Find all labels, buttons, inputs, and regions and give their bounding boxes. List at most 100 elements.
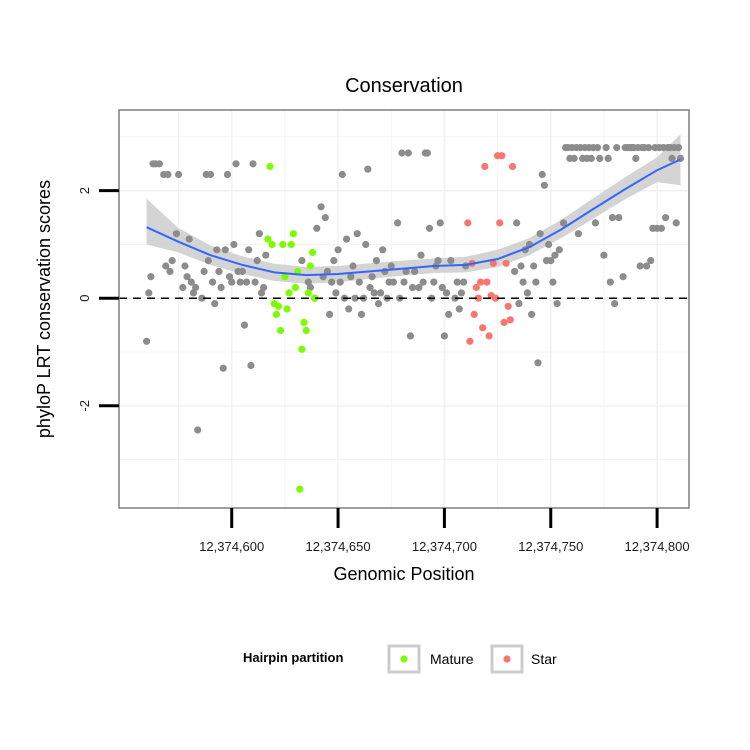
data-point-other: [570, 154, 578, 162]
data-point-mature: [264, 235, 272, 243]
data-point-other: [387, 262, 395, 270]
data-point-other: [313, 224, 321, 232]
data-point-other: [347, 273, 355, 281]
data-point-other: [247, 361, 255, 370]
data-point-mature: [277, 326, 285, 335]
legend-marker-star: [503, 655, 511, 663]
data-point-other: [445, 310, 453, 318]
data-point-other: [217, 283, 225, 292]
data-point-other: [374, 300, 383, 308]
data-point-other: [326, 310, 334, 318]
data-point-other: [400, 278, 408, 286]
data-point-other: [615, 214, 623, 222]
data-point-mature: [302, 326, 310, 335]
data-point-other: [232, 160, 240, 168]
data-point-other: [613, 144, 621, 152]
data-point-other: [593, 144, 602, 152]
data-point-other: [198, 294, 206, 302]
data-point-other: [632, 154, 640, 162]
data-point-other: [204, 257, 212, 265]
data-point-other: [438, 283, 446, 292]
data-point-other: [353, 230, 361, 238]
legend-item-mature: Mature: [387, 644, 474, 674]
data-point-other: [545, 240, 553, 249]
data-point-other: [419, 278, 427, 286]
data-point-other: [611, 300, 619, 308]
data-point-other: [226, 273, 234, 281]
y-tick-label: -2: [77, 400, 92, 412]
panel-border: [118, 109, 690, 509]
data-point-other: [370, 289, 378, 297]
data-point-other: [200, 267, 208, 275]
data-point-other: [249, 160, 257, 168]
data-point-star: [477, 278, 485, 286]
data-point-other: [425, 224, 434, 232]
legend-item-star: Star: [490, 644, 557, 674]
data-point-other: [600, 251, 608, 259]
y-tick-label: 0: [77, 295, 92, 302]
data-point-other: [408, 283, 417, 292]
data-point-other: [179, 283, 187, 292]
data-point-star: [496, 219, 504, 227]
data-point-other: [423, 149, 431, 157]
data-point-other: [619, 273, 627, 281]
data-point-other: [549, 278, 557, 286]
data-point-star: [481, 162, 489, 171]
x-tick-label: 12,374,800: [625, 539, 690, 554]
data-point-other: [330, 257, 338, 265]
data-point-other: [206, 170, 215, 179]
data-point-other: [240, 321, 249, 329]
data-point-other: [377, 289, 385, 297]
data-point-other: [253, 257, 261, 265]
data-point-other: [243, 278, 251, 286]
data-point-other: [447, 257, 455, 265]
data-point-other: [662, 214, 670, 222]
data-point-other: [672, 219, 680, 227]
data-point-other: [657, 224, 666, 232]
data-point-star: [498, 152, 506, 160]
data-point-other: [551, 251, 559, 259]
data-point-other: [189, 289, 197, 297]
data-point-other: [351, 294, 359, 302]
data-point-other: [223, 170, 232, 179]
data-point-other: [194, 426, 202, 434]
data-point-other: [608, 214, 617, 222]
data-point-other: [332, 289, 340, 297]
data-point-other: [362, 240, 370, 249]
data-point-mature: [272, 310, 280, 318]
data-point-other: [604, 154, 612, 162]
data-point-other: [457, 289, 465, 297]
data-point-other: [402, 267, 410, 275]
data-point-other: [251, 278, 259, 286]
data-point-other: [145, 289, 153, 297]
data-point-other: [357, 310, 366, 318]
data-point-other: [596, 154, 604, 162]
data-point-mature: [311, 294, 319, 302]
data-point-mature: [283, 305, 291, 313]
x-tick-label: 12,374,650: [306, 539, 371, 554]
data-point-other: [262, 251, 270, 259]
data-point-other: [528, 310, 536, 318]
data-point-other: [587, 154, 595, 162]
x-axis: 12,374,600 12,374,650 12,374,700 12,374,750…: [199, 508, 690, 554]
data-point-star: [506, 316, 514, 324]
data-point-other: [209, 278, 217, 286]
points-layer: [143, 144, 685, 493]
data-point-other: [574, 230, 583, 238]
data-point-other: [645, 144, 653, 152]
y-tick-label: 2: [77, 187, 92, 194]
data-point-star: [479, 324, 487, 332]
data-point-mature: [298, 345, 306, 353]
data-point-other: [187, 278, 195, 286]
legend-label-star: Star: [531, 651, 557, 667]
x-tick-label: 12,374,700: [412, 539, 477, 554]
data-point-other: [298, 257, 306, 265]
data-point-other: [517, 262, 525, 270]
data-point-mature: [281, 273, 289, 281]
data-point-other: [260, 283, 268, 292]
data-point-other: [215, 267, 223, 275]
data-point-other: [372, 257, 380, 265]
data-point-other: [143, 337, 151, 345]
data-point-other: [321, 214, 329, 222]
data-point-other: [436, 219, 444, 227]
